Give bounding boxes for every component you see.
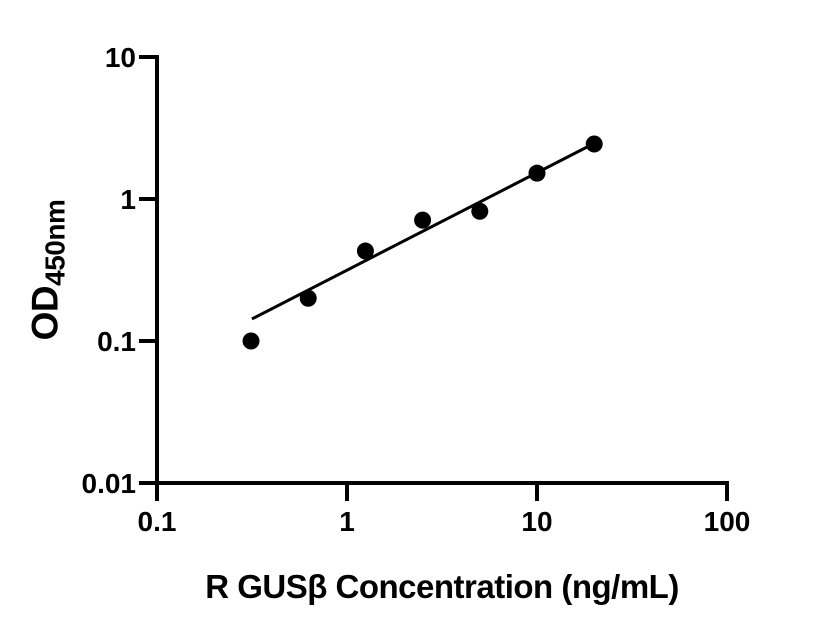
x-tick-label: 100 xyxy=(704,506,751,537)
y-axis-title-subscript: 450nm xyxy=(39,199,71,286)
data-point xyxy=(356,242,374,260)
x-tick-label: 10 xyxy=(521,506,552,537)
y-tick-label: 0.01 xyxy=(82,468,137,499)
x-tick-label: 1 xyxy=(339,506,355,537)
data-point xyxy=(242,332,260,350)
y-axis-title: OD450nm xyxy=(25,200,72,341)
data-point xyxy=(299,289,317,307)
x-axis-title: R GUSβ Concentration (ng/mL) xyxy=(205,568,679,605)
data-point xyxy=(585,135,603,153)
y-axis-title-main: OD xyxy=(24,285,66,341)
x-tick-label: 0.1 xyxy=(138,506,177,537)
data-point xyxy=(528,164,546,182)
data-point xyxy=(471,202,489,220)
y-tick-label: 1 xyxy=(120,184,136,215)
y-tick-label: 10 xyxy=(105,42,136,73)
data-point xyxy=(414,211,432,229)
y-tick-label: 0.1 xyxy=(97,326,136,357)
